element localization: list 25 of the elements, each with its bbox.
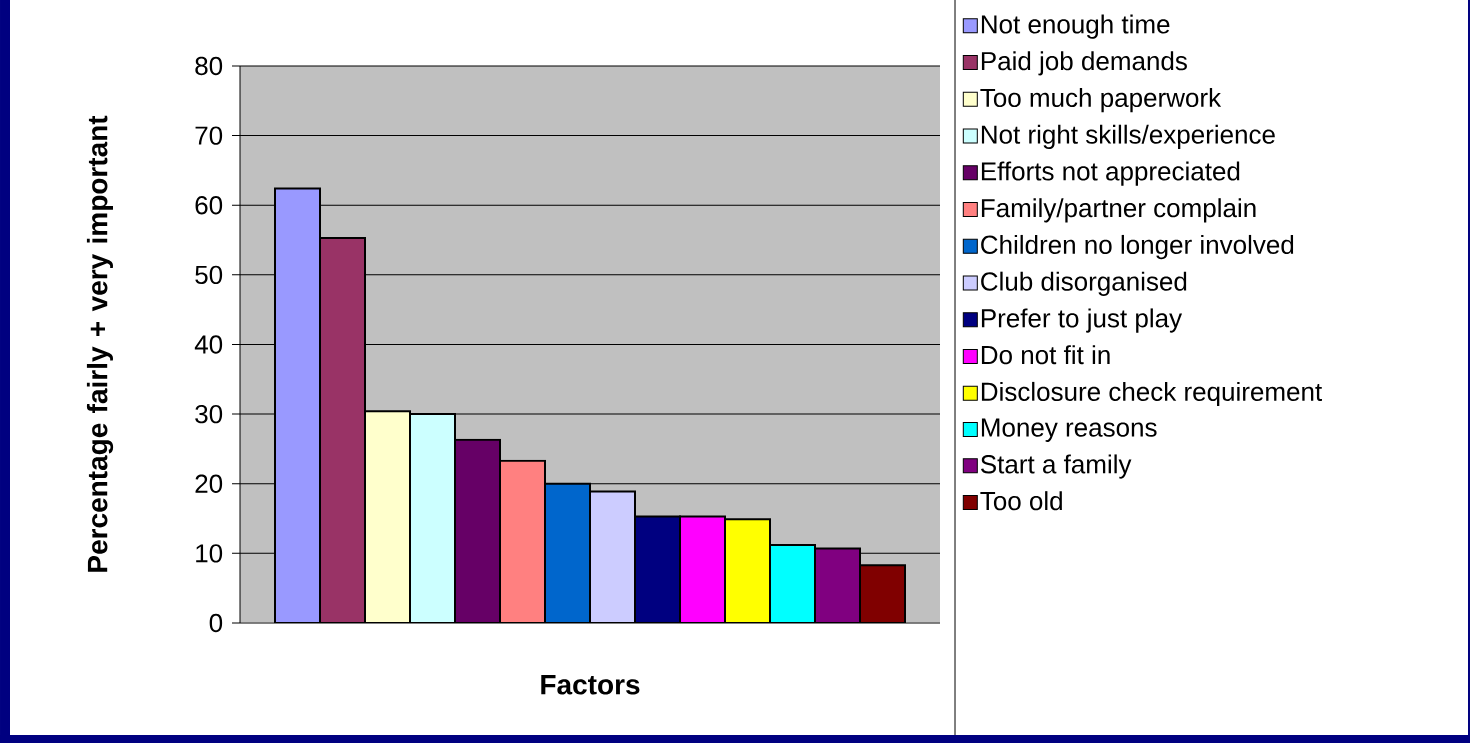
- legend-label: Do not fit in: [981, 345, 1110, 365]
- legend-label: Too much paperwork: [980, 87, 1222, 113]
- y-tick-label: 30: [195, 404, 223, 424]
- legend-label: Efforts not appreciated: [981, 161, 1240, 186]
- y-tick-label: 60: [195, 196, 223, 215]
- legend-label: Start a family: [980, 454, 1132, 479]
- y-tick-label: 20: [195, 474, 223, 493]
- legend-label: Prefer to just play: [981, 308, 1183, 333]
- legend-label: Family/partner complain: [981, 198, 1256, 223]
- legend-label: Not enough time: [981, 14, 1170, 39]
- x-axis-title: Factors: [541, 675, 640, 695]
- y-tick-label: 80: [195, 56, 223, 76]
- legend-label: Paid job demands: [981, 51, 1187, 76]
- y-tick-label: 0: [209, 613, 223, 633]
- legend-label: Children no longer involved: [981, 234, 1294, 260]
- legend-label: Disclosure check requirement: [981, 381, 1323, 407]
- y-tick-label: 40: [194, 335, 223, 354]
- legend-label: Club disorganised: [981, 271, 1187, 296]
- y-tick-label: 70: [195, 126, 223, 145]
- y-axis-title: Percentage fairly + very important: [86, 115, 114, 572]
- legend-label: Too old: [980, 491, 1062, 511]
- y-tick-label: 10: [196, 544, 223, 563]
- legend-label: Not right skills/experience: [981, 124, 1275, 149]
- legend-label: Money reasons: [981, 418, 1157, 442]
- y-tick-label: 50: [195, 265, 223, 285]
